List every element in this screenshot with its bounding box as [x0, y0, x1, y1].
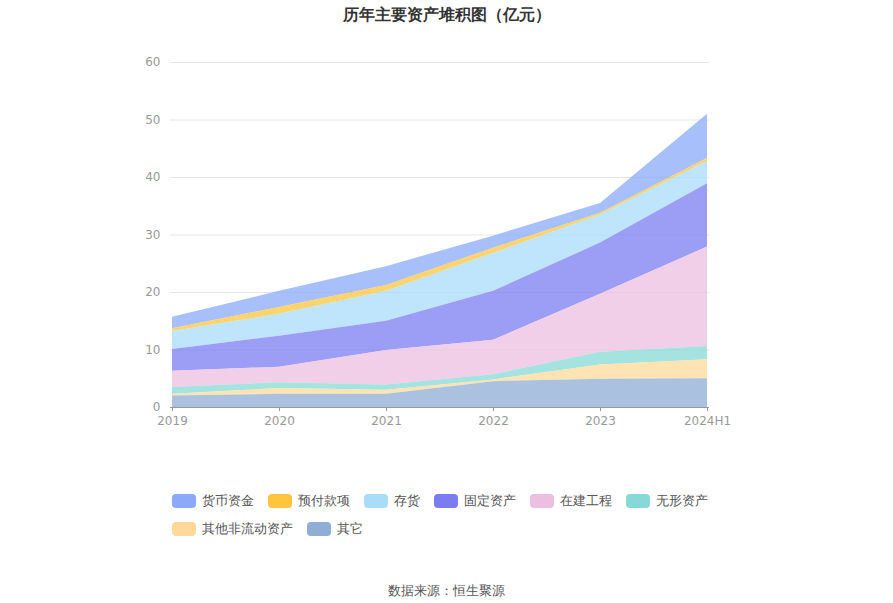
svg-text:30: 30: [145, 228, 160, 242]
html-text:无形资产: 无形资产: [655, 493, 708, 508]
svg-text:2019: 2019: [157, 414, 188, 428]
html-text:数据来源：恒生聚源: 数据来源：恒生聚源: [388, 583, 505, 598]
html-text:其他非流动资产: 其他非流动资产: [201, 521, 293, 536]
svg-text:60: 60: [145, 55, 160, 69]
html-text:历年主要资产堆积图（亿元）: 历年主要资产堆积图（亿元）: [342, 5, 551, 24]
svg-text:2020: 2020: [264, 414, 295, 428]
svg-text:2023: 2023: [585, 414, 616, 428]
svg-text:0: 0: [153, 400, 161, 414]
html-text:预付款项: 预付款项: [297, 493, 350, 508]
svg-text:2022: 2022: [478, 414, 509, 428]
html-text:其它: 其它: [336, 521, 363, 536]
svg-text:10: 10: [145, 343, 160, 357]
svg-text:20: 20: [145, 285, 160, 299]
html-text:存货: 存货: [393, 493, 420, 508]
html-text:在建工程: 在建工程: [559, 493, 612, 508]
svg-text:50: 50: [145, 113, 160, 127]
html-text:货币资金: 货币资金: [201, 493, 254, 508]
svg-text:40: 40: [145, 170, 160, 184]
svg-text:2024H1: 2024H1: [684, 414, 731, 428]
html-text:固定资产: 固定资产: [463, 493, 516, 508]
svg-text:2021: 2021: [371, 414, 402, 428]
